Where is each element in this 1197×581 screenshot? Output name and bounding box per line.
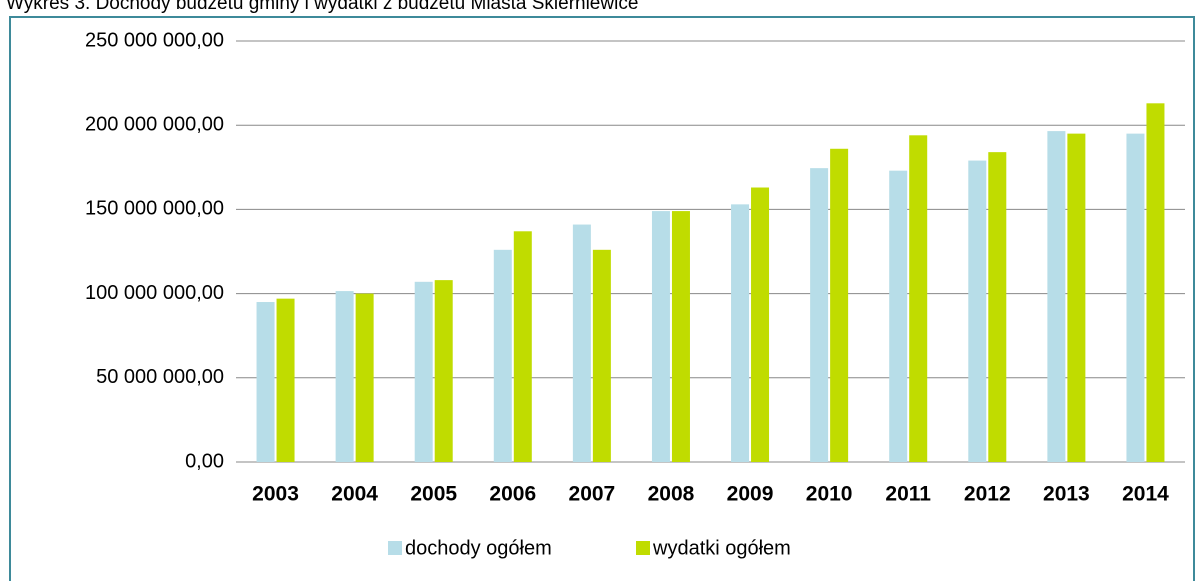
x-tick-label: 2014 bbox=[1122, 483, 1169, 506]
legend-label: dochody ogółem bbox=[405, 537, 552, 559]
bar bbox=[434, 280, 453, 462]
x-tick-label: 2011 bbox=[885, 483, 931, 506]
x-tick-label: 2013 bbox=[1043, 483, 1090, 506]
chart-title: Wykres 3. Dochody budżetu gminy i wydatk… bbox=[6, 0, 638, 14]
x-tick-label: 2003 bbox=[252, 483, 299, 506]
bar bbox=[1146, 103, 1165, 463]
x-tick-label: 2012 bbox=[964, 483, 1011, 506]
legend-swatch bbox=[388, 541, 402, 555]
x-tick-label: 2009 bbox=[727, 483, 774, 506]
y-tick-label: 250 000 000,00 bbox=[85, 29, 224, 51]
bar bbox=[731, 204, 750, 462]
bar bbox=[651, 211, 670, 462]
bar bbox=[414, 281, 433, 462]
bar bbox=[889, 170, 908, 462]
bar bbox=[572, 224, 591, 462]
bar bbox=[276, 298, 295, 462]
bar bbox=[1126, 133, 1145, 462]
bar bbox=[810, 168, 829, 462]
y-tick-label: 0,00 bbox=[185, 450, 224, 472]
legend-label: wydatki ogółem bbox=[652, 537, 791, 559]
bar bbox=[751, 187, 770, 462]
chart-frame bbox=[9, 16, 1195, 581]
x-tick-label: 2005 bbox=[410, 483, 457, 506]
bar bbox=[355, 293, 374, 462]
y-tick-label: 150 000 000,00 bbox=[85, 198, 224, 220]
x-tick-label: 2004 bbox=[331, 483, 378, 506]
bar bbox=[988, 152, 1007, 463]
bar bbox=[1067, 133, 1086, 462]
y-tick-label: 200 000 000,00 bbox=[85, 113, 224, 135]
y-tick-label: 50 000 000,00 bbox=[96, 366, 224, 388]
x-tick-label: 2010 bbox=[806, 483, 853, 506]
x-tick-label: 2006 bbox=[489, 483, 536, 506]
x-tick-label: 2008 bbox=[648, 483, 695, 506]
bar bbox=[968, 160, 987, 462]
bar bbox=[830, 148, 849, 462]
bar bbox=[671, 211, 690, 462]
bar bbox=[909, 135, 928, 462]
x-tick-label: 2007 bbox=[569, 483, 616, 506]
bar bbox=[256, 302, 275, 462]
bar bbox=[335, 291, 354, 462]
legend-swatch bbox=[636, 541, 650, 555]
bar bbox=[513, 231, 532, 462]
y-tick-label: 100 000 000,00 bbox=[85, 282, 224, 304]
bar bbox=[493, 249, 512, 462]
bar bbox=[592, 249, 611, 462]
bar bbox=[1047, 131, 1066, 462]
